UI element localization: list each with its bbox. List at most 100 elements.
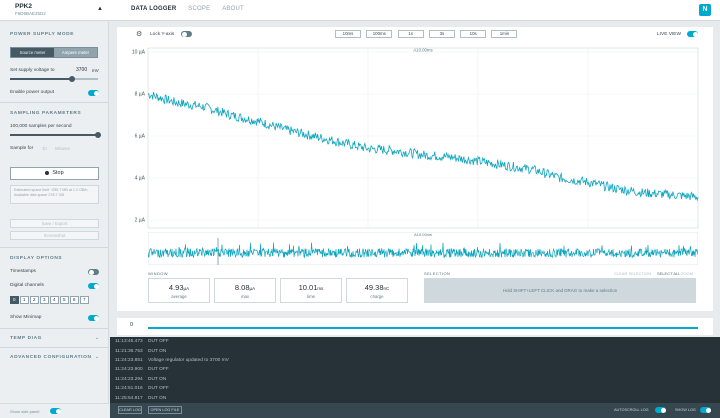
divider	[0, 247, 108, 248]
slider-fill	[10, 78, 72, 80]
stat-value: 4.93	[168, 283, 184, 292]
window-10ms-button[interactable]: 10ms	[335, 30, 361, 38]
log-entry: 11:24:23.851 Voltage regulator updated to…	[110, 356, 720, 365]
sample-for-label: Sample for	[10, 146, 34, 151]
sample-for-value[interactable]: 1h	[42, 146, 47, 151]
tab-about[interactable]: ABOUT	[222, 6, 244, 12]
lock-y-axis-toggle[interactable]	[181, 31, 192, 37]
chart-card: ⚙ Lock Y-axis 10ms 100ms 1s 3s 10s 1min …	[117, 27, 713, 311]
disk-space-info: Estimated space limit ~255.7 MB at 1.2 G…	[10, 185, 99, 204]
log-entry: 11:24:51.016 DUT OFF	[110, 384, 720, 393]
supply-voltage-value[interactable]: 3700	[76, 67, 88, 73]
slider-knob[interactable]	[95, 132, 101, 138]
mode-ampere-meter[interactable]: Ampere meter	[54, 48, 97, 57]
y-tick-label: 8 µA	[135, 92, 146, 98]
select-all-button[interactable]: SELECT ALL	[657, 271, 681, 276]
eject-icon[interactable]: ▲	[97, 6, 103, 12]
power-mode-title: POWER SUPPLY MODE	[10, 32, 75, 37]
window-10s-button[interactable]: 10s	[460, 30, 487, 38]
digital-channels-toggle[interactable]	[88, 283, 99, 289]
screenshot-button[interactable]: Screenshot	[10, 231, 99, 240]
autoscroll-toggle[interactable]	[655, 407, 666, 413]
mode-source-meter[interactable]: Source meter	[11, 48, 54, 57]
log-message: DUT OFF	[148, 339, 169, 345]
temp-diag-title[interactable]: TEMP DIAG	[10, 336, 42, 341]
sample-for-unit[interactable]: Minutes	[55, 146, 71, 151]
stat-unit: nC	[383, 286, 390, 291]
timestamps-label: Timestamps	[10, 269, 36, 274]
stop-icon	[45, 170, 50, 175]
channel-1-button[interactable]: 1	[20, 296, 29, 304]
channel-5-button[interactable]: 5	[60, 296, 69, 304]
save-export-button[interactable]: Save / Export	[10, 219, 99, 228]
stat-label: charge	[370, 294, 384, 299]
live-view-toggle[interactable]	[687, 31, 698, 37]
log-time: 11:24:23.851	[115, 357, 143, 363]
samples-label: 100,000 samples per second	[10, 124, 72, 129]
stop-button[interactable]: Stop	[10, 167, 99, 180]
channel-2-button[interactable]: 2	[30, 296, 39, 304]
lock-y-axis-label: Lock Y-axis	[150, 32, 175, 37]
show-minimap-label: Show Minimap	[10, 315, 42, 320]
log-message: DUT ON	[148, 376, 167, 382]
channel-6-button[interactable]: 6	[70, 296, 79, 304]
stat-label: max	[240, 294, 250, 299]
channel-4-button[interactable]: 4	[50, 296, 59, 304]
autoscroll-label: AUTOSCROLL LOG	[614, 408, 649, 412]
log-entry: 11:24:23.294 DUT ON	[110, 375, 720, 384]
chevron-down-icon[interactable]: ⌄	[95, 354, 100, 360]
timestamps-toggle[interactable]	[88, 269, 99, 275]
chevron-down-icon[interactable]: ⌄	[95, 335, 100, 341]
enable-power-toggle[interactable]	[88, 90, 99, 96]
sidebar: POWER SUPPLY MODE Source meter Ampere me…	[0, 22, 109, 418]
divider	[0, 347, 108, 348]
show-log-toggle[interactable]	[700, 407, 711, 413]
stat-value: 49.38	[364, 283, 384, 292]
nordic-logo-icon: N	[699, 4, 711, 16]
show-minimap-toggle[interactable]	[88, 315, 99, 321]
samples-slider[interactable]	[10, 132, 101, 138]
divider	[0, 328, 108, 329]
log-message: DUT OFF	[148, 386, 169, 392]
channel-7-button[interactable]: 7	[80, 296, 89, 304]
clear-selection-button[interactable]: CLEAR SELECTION	[614, 271, 652, 276]
supply-voltage-unit: mV	[92, 68, 99, 73]
slider-knob[interactable]	[68, 76, 75, 82]
log-time: 11:24:51.016	[115, 386, 143, 392]
stat-label: average	[171, 294, 187, 299]
stat-unit: µA	[183, 286, 190, 291]
channel-0-button[interactable]: 0	[10, 296, 19, 304]
log-panel[interactable]: 11:13:45.473 DUT OFF 11:21:36.753 DUT ON 11:…	[110, 337, 720, 403]
enable-power-label: Enable power output	[10, 90, 55, 95]
window-100ms-button[interactable]: 100ms	[366, 30, 393, 38]
mode-selector: Source meter Ampere meter	[10, 47, 98, 58]
log-time: 11:25:54.817	[115, 395, 143, 401]
channel-3-button[interactable]: 3	[40, 296, 49, 304]
scroll-track[interactable]	[148, 327, 698, 329]
log-message: DUT OFF	[148, 367, 169, 373]
stat-charge: 49.38nC charge	[346, 278, 408, 303]
side-footer: Show side panel	[0, 403, 109, 418]
log-entry: 11:13:45.473 DUT OFF	[110, 337, 720, 346]
show-side-panel-toggle[interactable]	[50, 408, 61, 414]
stat-unit: ms	[317, 286, 324, 291]
minimap[interactable]: A10.00ms	[147, 231, 699, 266]
gear-icon[interactable]: ⚙	[136, 31, 143, 38]
display-options-title: DISPLAY OPTIONS	[10, 256, 63, 261]
window-1s-button[interactable]: 1s	[397, 30, 424, 38]
tab-data-logger[interactable]: DATA LOGGER	[131, 6, 177, 12]
window-3s-button[interactable]: 3s	[428, 30, 455, 38]
main-chart[interactable]: A10.00ms 2 µA 4 µA 6 µA 8 µA 10 µA	[132, 48, 699, 229]
chart-top-label: A10.00ms	[413, 48, 432, 53]
advanced-config-title[interactable]: ADVANCED CONFIGURATION	[10, 355, 92, 360]
log-message: DUT ON	[148, 348, 167, 354]
stat-value: 8.08	[234, 283, 250, 292]
zoom-button[interactable]: ZOOM	[681, 271, 693, 276]
tab-scope[interactable]: SCOPE	[188, 6, 211, 12]
open-log-button[interactable]: OPEN LOG FILE	[148, 406, 182, 414]
clear-log-button[interactable]: CLEAR LOG	[118, 406, 142, 414]
stop-label: Stop	[52, 170, 64, 176]
window-1min-button[interactable]: 1min	[491, 30, 518, 38]
supply-voltage-slider[interactable]	[10, 76, 98, 82]
chart-toolbar: ⚙ Lock Y-axis 10ms 100ms 1s 3s 10s 1min …	[117, 27, 713, 43]
